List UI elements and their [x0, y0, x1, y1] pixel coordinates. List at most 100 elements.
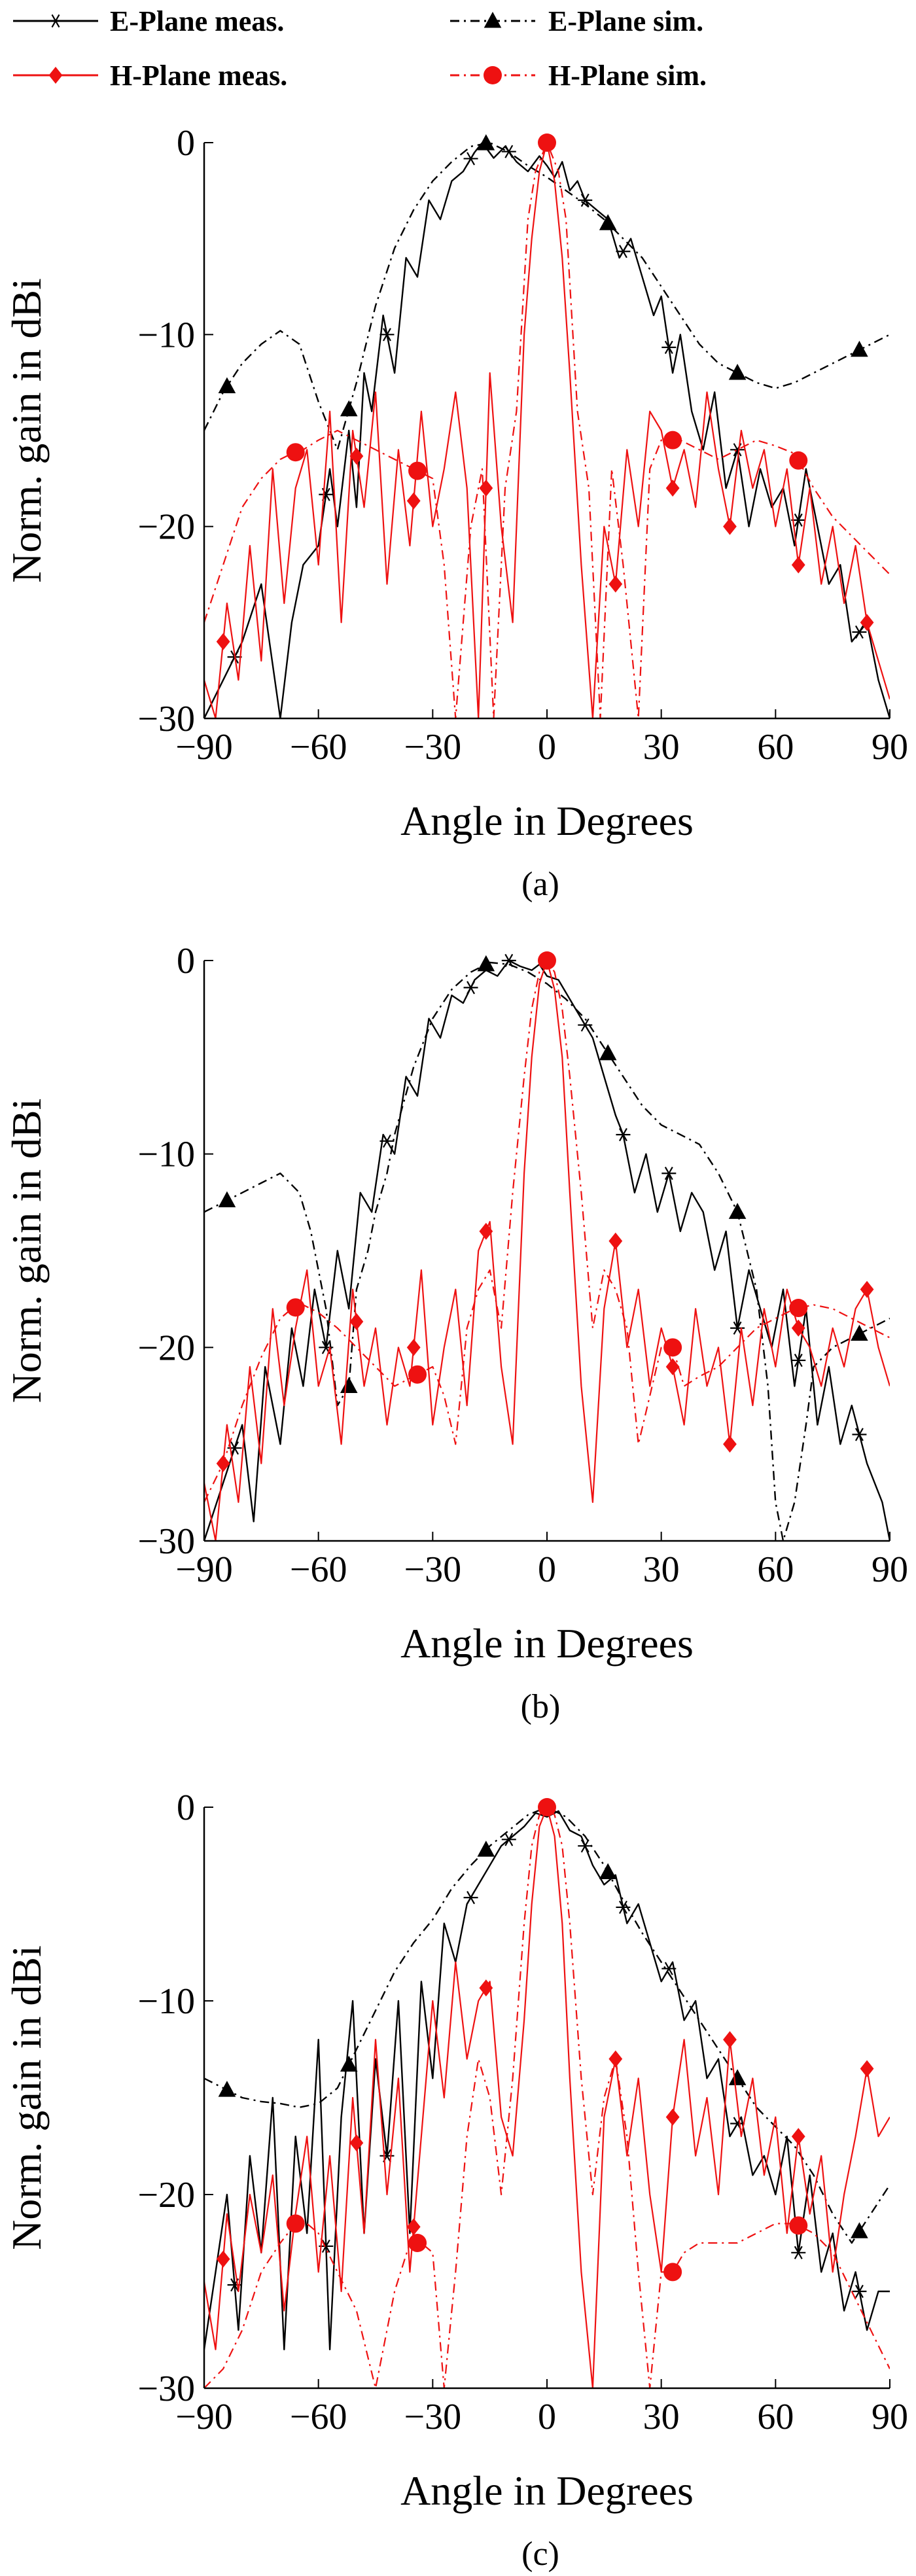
data-point-circle	[408, 461, 427, 480]
x-tick-label: 90	[872, 1549, 908, 1590]
y-tick-label: −20	[137, 507, 195, 548]
series-group	[204, 143, 890, 718]
data-point-triangle	[599, 214, 617, 230]
data-point-asterisk	[463, 1891, 478, 1905]
x-tick-label: 30	[643, 727, 680, 768]
legend-marker-asterisk	[48, 14, 63, 28]
data-point-asterisk	[661, 340, 677, 355]
data-point-diamond	[665, 1358, 680, 1375]
data-point-diamond	[860, 614, 874, 631]
series-line	[204, 143, 890, 718]
data-point-circle	[538, 1798, 556, 1816]
panel-caption: (b)	[521, 1688, 561, 1725]
x-tick-label: −30	[404, 1549, 462, 1590]
series-group	[204, 134, 890, 451]
series-line	[204, 143, 890, 451]
data-point-diamond	[608, 575, 623, 593]
data-point-diamond	[479, 1979, 493, 1997]
data-point-diamond	[608, 2050, 623, 2068]
y-tick-label: −20	[137, 1328, 195, 1368]
data-point-triangle	[340, 1377, 358, 1393]
series-line	[204, 961, 890, 1541]
series-line	[204, 1807, 890, 2388]
data-point-asterisk	[463, 981, 478, 995]
data-point-asterisk	[852, 1428, 867, 1441]
y-tick-label: 0	[177, 123, 195, 164]
panel-caption: (c)	[521, 2535, 559, 2573]
data-point-circle	[789, 1299, 808, 1318]
series-group	[204, 133, 890, 718]
legend-entry: H-Plane meas.	[13, 60, 287, 92]
legend-entry: H-Plane sim.	[450, 60, 707, 92]
x-tick-label: −30	[404, 2397, 462, 2437]
data-point-circle	[286, 2214, 305, 2233]
data-point-asterisk	[616, 1900, 631, 1914]
x-tick-label: 0	[538, 1549, 556, 1590]
data-point-circle	[663, 2263, 682, 2282]
data-point-triangle	[728, 1203, 747, 1219]
data-point-diamond	[479, 1222, 493, 1240]
legend-label: H-Plane sim.	[548, 60, 707, 92]
x-tick-label: 30	[643, 1549, 680, 1590]
y-tick-label: −10	[137, 1981, 195, 2022]
data-point-diamond	[349, 1313, 364, 1330]
data-point-diamond	[608, 1232, 623, 1250]
data-point-triangle	[728, 364, 747, 380]
data-point-triangle	[851, 2222, 868, 2238]
chart-panel: −90 −60 −30 0 30 60 90 −30 −20 −10 0 Angle in Degre…	[3, 123, 908, 903]
x-tick-label: 60	[757, 727, 794, 768]
y-axis-label: Norm. gain in dBi	[3, 1099, 50, 1403]
data-point-circle	[789, 451, 808, 470]
data-point-asterisk	[661, 1962, 677, 1975]
data-point-diamond	[216, 2250, 230, 2268]
data-point-asterisk	[852, 2284, 867, 2299]
series-group	[204, 143, 890, 718]
legend-label: E-Plane meas.	[110, 5, 284, 37]
data-point-triangle	[477, 1841, 495, 1857]
data-point-diamond	[723, 2031, 737, 2049]
x-tick-label: −90	[175, 727, 233, 768]
data-point-triangle	[477, 134, 495, 150]
y-axis-label: Norm. gain in dBi	[3, 278, 50, 583]
series-line	[204, 961, 890, 1541]
series-group	[204, 1810, 890, 2351]
data-point-diamond	[479, 480, 493, 497]
data-point-triangle	[728, 2069, 747, 2085]
data-point-triangle	[851, 340, 868, 357]
legend-label: H-Plane meas.	[110, 60, 287, 92]
data-point-asterisk	[501, 1833, 516, 1846]
y-axis-label: Norm. gain in dBi	[3, 1945, 50, 2250]
data-point-diamond	[406, 1339, 421, 1356]
data-point-diamond	[665, 480, 680, 497]
data-point-asterisk	[501, 145, 516, 158]
data-point-circle	[286, 443, 305, 462]
data-point-triangle	[340, 400, 358, 417]
data-point-circle	[408, 1365, 427, 1384]
data-point-triangle	[599, 1044, 617, 1061]
data-point-diamond	[349, 448, 364, 465]
data-point-diamond	[406, 492, 421, 510]
series-line	[204, 1807, 890, 2244]
legend-label: E-Plane sim.	[548, 5, 703, 37]
x-tick-label: −60	[290, 1549, 347, 1590]
data-point-asterisk	[616, 1127, 631, 1142]
x-tick-label: −90	[175, 1549, 233, 1590]
legend: E-Plane meas. E-Plane sim. H-Plane meas. H-…	[13, 5, 707, 92]
data-point-triangle	[477, 955, 495, 972]
x-tick-label: 90	[872, 727, 908, 768]
data-point-diamond	[860, 1280, 874, 1298]
data-point-diamond	[406, 2218, 421, 2236]
legend-entry: E-Plane sim.	[450, 5, 703, 37]
series-line	[204, 143, 890, 718]
data-point-asterisk	[463, 152, 478, 166]
legend-marker-circle	[484, 66, 502, 84]
series-group	[204, 1807, 890, 2388]
legend-marker-diamond	[48, 67, 63, 84]
series-line	[204, 143, 890, 718]
x-tick-label: −60	[290, 2397, 347, 2437]
x-tick-label: 90	[872, 2397, 908, 2437]
series-line	[204, 1807, 890, 2388]
x-tick-label: 0	[538, 2397, 556, 2437]
data-point-triangle	[218, 2081, 236, 2097]
